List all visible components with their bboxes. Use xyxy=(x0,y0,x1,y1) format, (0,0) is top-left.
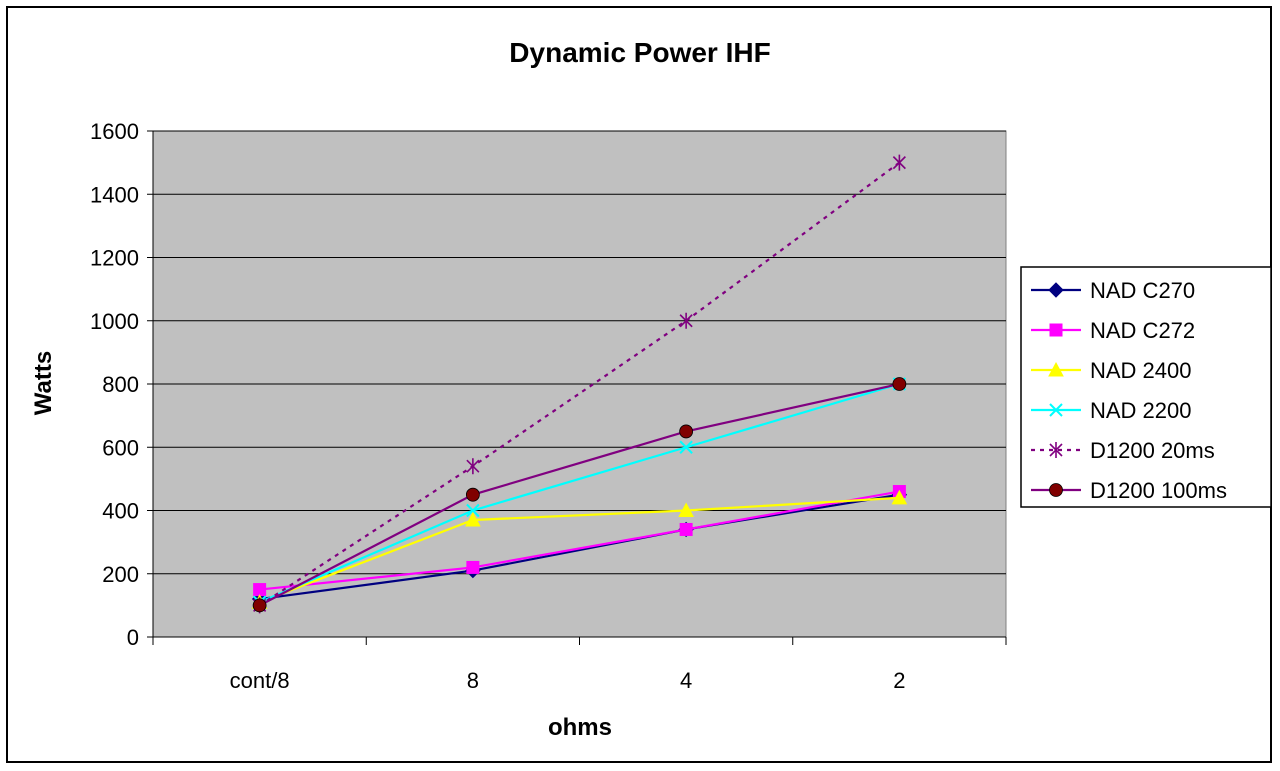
y-tick-label: 200 xyxy=(102,562,139,587)
x-tick-label: 2 xyxy=(893,668,905,693)
legend-entry: NAD C270 xyxy=(1090,278,1195,303)
legend-box xyxy=(1020,266,1272,508)
series-line xyxy=(259,382,900,607)
legend-entry: NAD 2200 xyxy=(1090,398,1192,423)
y-tick-label: 0 xyxy=(127,625,139,650)
data-point xyxy=(466,458,480,475)
legend-entry: NAD 2400 xyxy=(1090,358,1192,383)
y-tick-label: 400 xyxy=(102,499,139,524)
y-tick-label: 800 xyxy=(102,372,139,397)
data-point xyxy=(466,560,480,574)
series-line xyxy=(259,490,900,591)
legend-marker xyxy=(1049,323,1063,337)
y-tick-label: 1600 xyxy=(90,119,139,144)
legend-marker xyxy=(1049,403,1063,417)
data-point xyxy=(465,511,481,527)
x-tick-label: cont/8 xyxy=(230,668,290,693)
legend-entry: NAD C272 xyxy=(1090,318,1195,343)
series-line xyxy=(259,382,900,604)
y-tick-label: 1200 xyxy=(90,246,139,271)
legend: NAD C270 NAD C272 NAD 2400 NAD 2200 D1200 20… xyxy=(1020,266,1272,508)
y-tick-label: 600 xyxy=(102,435,139,460)
y-axis-title: Watts xyxy=(30,351,57,415)
data-point xyxy=(465,487,480,502)
x-tick-label: 8 xyxy=(467,668,479,693)
series-d1200-100ms xyxy=(252,377,907,613)
data-point xyxy=(679,440,693,454)
y-tick-label: 1400 xyxy=(90,182,139,207)
data-point xyxy=(679,522,693,536)
data-point xyxy=(466,503,480,518)
series-line xyxy=(259,493,900,601)
series-line xyxy=(259,161,901,607)
gridlines xyxy=(153,130,1006,638)
marker-stroke xyxy=(1049,403,1063,417)
data-point xyxy=(252,598,267,613)
series-group xyxy=(251,154,908,614)
marker-stroke xyxy=(466,503,480,518)
legend-marker xyxy=(1048,282,1064,298)
x-tick-label: 4 xyxy=(680,668,692,693)
data-point xyxy=(892,377,907,391)
data-point xyxy=(253,583,267,597)
chart-title: Dynamic Power IHF xyxy=(509,37,770,68)
data-point xyxy=(679,424,694,439)
y-tick-label: 1000 xyxy=(90,309,139,334)
data-point xyxy=(891,489,908,505)
legend-entry: D1200 20ms xyxy=(1090,438,1215,463)
legend-marker xyxy=(1048,361,1064,377)
marker-stroke xyxy=(679,440,693,454)
x-axis-title: ohms xyxy=(548,714,612,741)
data-point xyxy=(892,154,906,171)
series-line xyxy=(259,496,900,604)
legend-entry: D1200 100ms xyxy=(1090,478,1227,503)
legend-marker xyxy=(1049,442,1063,458)
axes: 0 200 400 600 800 1000 1200 1400 1600 cont/8 8 4 2 xyxy=(90,119,1007,693)
data-point xyxy=(679,312,693,329)
series-nad-c272 xyxy=(253,485,906,597)
legend-marker xyxy=(1049,483,1063,497)
data-point xyxy=(678,502,694,517)
